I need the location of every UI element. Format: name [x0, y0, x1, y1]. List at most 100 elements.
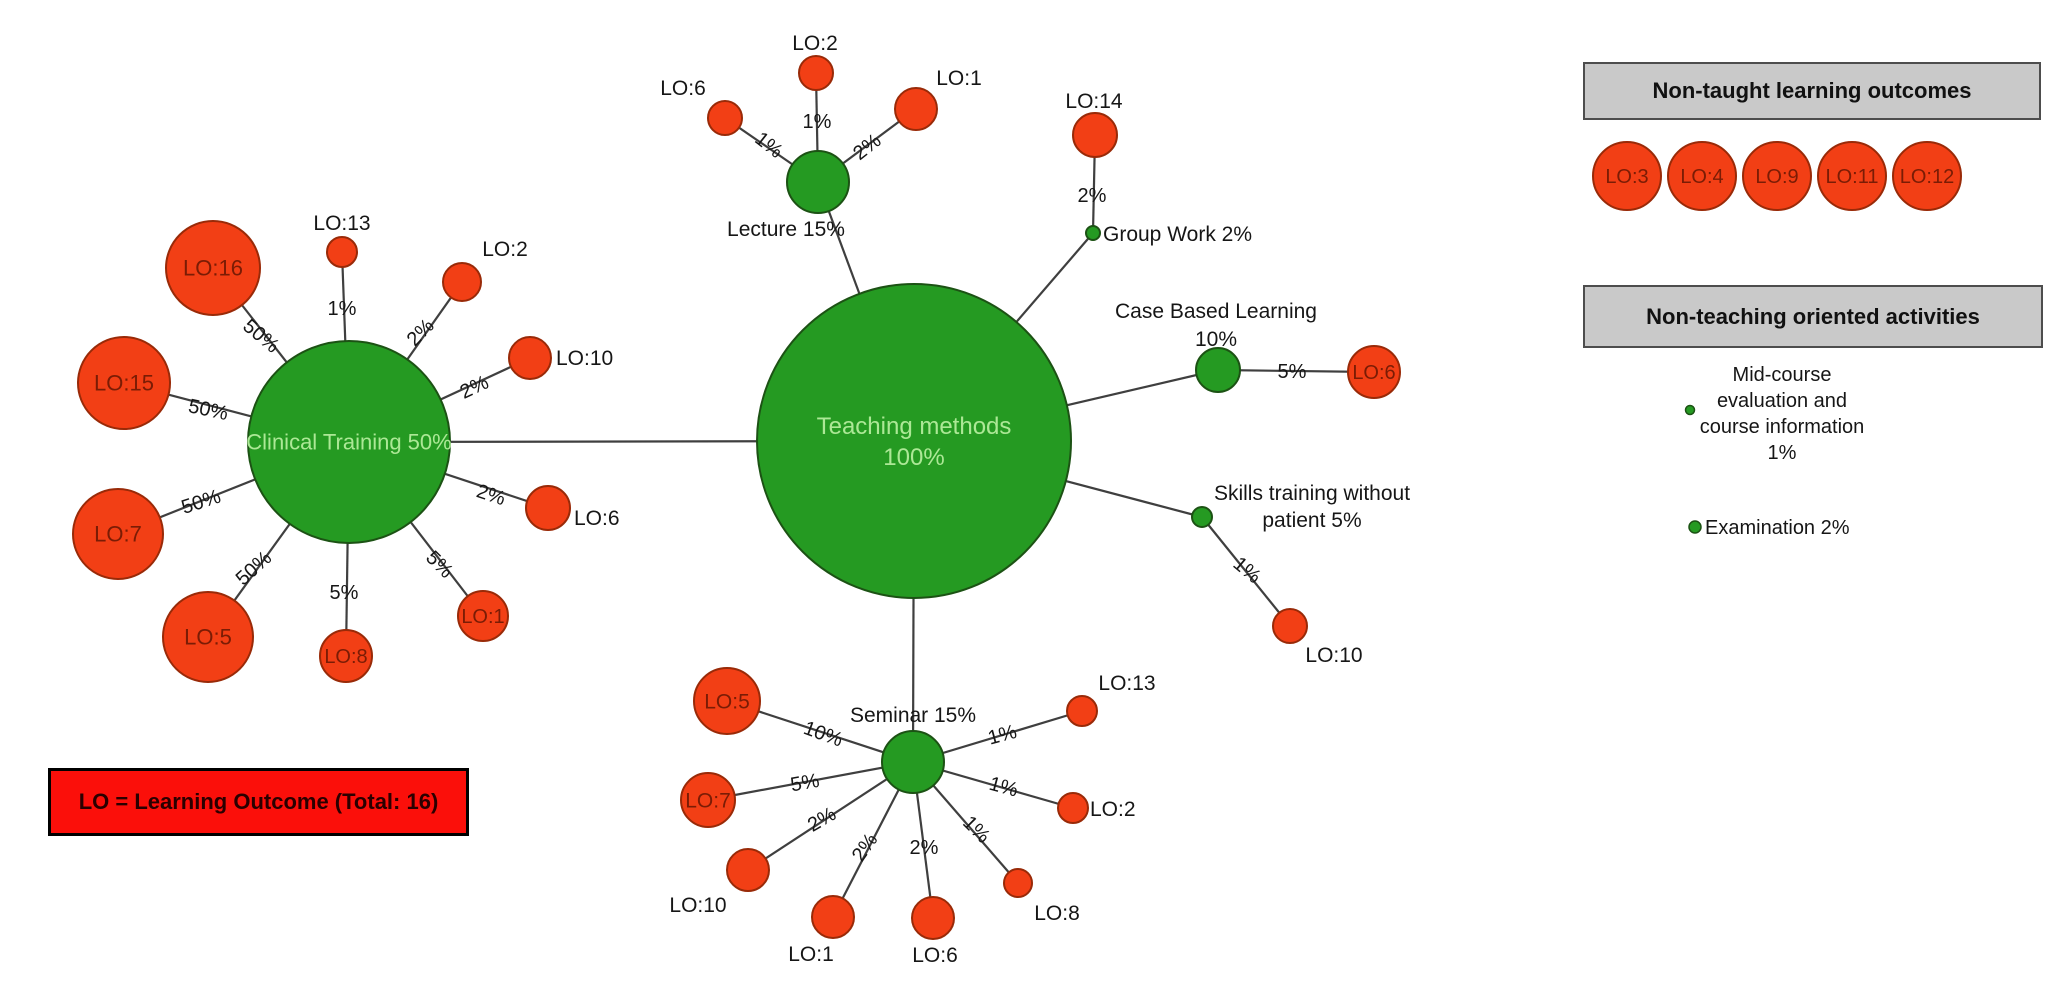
node-c10-circle [508, 336, 552, 380]
node-l2-label: LO:2 [792, 32, 838, 55]
edge-label-clinical-c7: 50% [179, 486, 224, 519]
node-seminar-circle [881, 730, 945, 794]
node-s7-circle [680, 772, 736, 828]
node-lo14-label: LO:14 [1065, 90, 1123, 113]
edge-label-clinical-c15: 50% [186, 395, 230, 425]
node-s1-label: LO:1 [788, 943, 834, 966]
legend-outcome-label-LO-4: LO:4 [1680, 166, 1723, 188]
node-c2-circle [442, 262, 482, 302]
node-c5-circle [162, 591, 254, 683]
node-s13-label: LO:13 [1098, 672, 1155, 695]
node-s1-circle [811, 895, 855, 939]
node-skills-label-1: patient 5% [1262, 509, 1361, 532]
node-c7-circle [72, 488, 164, 580]
legend-outcome-circle-LO-12 [1892, 141, 1962, 211]
legend-non-taught-header: Non-taught learning outcomes [1583, 62, 2041, 120]
node-c1-circle [457, 590, 509, 642]
node-sk10-circle [1272, 608, 1308, 644]
node-s8-label: LO:8 [1034, 902, 1080, 925]
node-s8-circle [1003, 868, 1033, 898]
legend-non-teaching-header: Non-teaching oriented activities [1583, 285, 2043, 348]
edge-label-seminar-s10: 2% [804, 803, 840, 837]
edge-label-clinical-c8: 5% [330, 582, 359, 604]
node-c2-label: LO:2 [482, 238, 528, 261]
node-skills-circle [1191, 506, 1213, 528]
midcourse-evaluation-label: Mid-course evaluation and course informa… [1699, 364, 1865, 464]
node-cbl-label-0: Case Based Learning [1115, 300, 1317, 323]
node-c13-label: LO:13 [313, 212, 370, 235]
legend-non-teaching-title: Non-teaching oriented activities [1646, 303, 1980, 329]
node-teaching-circle [756, 283, 1072, 599]
node-lo14-circle [1072, 112, 1118, 158]
legend-outcome-circle-LO-3 [1592, 141, 1662, 211]
legend-outcome-label-LO-9: LO:9 [1755, 166, 1798, 188]
node-c8-label-0: LO:8 [324, 646, 367, 668]
node-c7-label-0: LO:7 [94, 522, 142, 547]
node-s13-circle [1066, 695, 1098, 727]
legend-outcome-label-LO-11: LO:11 [1826, 166, 1879, 188]
legend-outcome-label-LO-12: LO:12 [1900, 166, 1954, 188]
node-c6-circle [525, 485, 571, 531]
edge-seminar-s7 [707, 760, 914, 802]
learning-outcome-note-text: LO = Learning Outcome (Total: 16) [78, 789, 439, 814]
node-cbl-label-1: 10% [1195, 328, 1237, 351]
node-c15-label-0: LO:15 [94, 371, 154, 396]
legend-non-taught-title: Non-taught learning outcomes [1652, 78, 1972, 103]
node-c8-circle [319, 629, 373, 683]
node-s5-circle [693, 667, 761, 735]
node-cb6-circle [1347, 345, 1401, 399]
node-s2-label: LO:2 [1090, 798, 1136, 821]
node-c6-label: LO:6 [574, 507, 620, 530]
node-lecture-circle [786, 150, 850, 214]
midcourse-dot [1684, 404, 1696, 416]
edge-label-clinical-c2: 2% [403, 315, 439, 351]
node-c16-label-0: LO:16 [183, 256, 243, 281]
node-cb6-label-0: LO:6 [1352, 362, 1395, 384]
edge-label-seminar-s13: 1% [986, 721, 1020, 750]
edge-label-seminar-s7: 5% [789, 770, 822, 797]
legend-outcome-label-LO-3: LO:3 [1605, 166, 1648, 188]
node-skills-label-0: Skills training without [1214, 482, 1410, 505]
node-gw-circle [1085, 225, 1101, 241]
node-l6-label: LO:6 [660, 77, 706, 100]
node-sk10-label: LO:10 [1305, 644, 1362, 667]
node-cbl-circle [1195, 347, 1241, 393]
node-gw-label: Group Work 2% [1103, 223, 1252, 246]
edge-label-clinical-c6: 2% [474, 480, 508, 510]
edge-label-clinical-c16: 50% [238, 315, 283, 358]
legend-outcome-circle-LO-4 [1667, 141, 1737, 211]
node-s7-label-0: LO:7 [685, 789, 731, 812]
node-s5-label-0: LO:5 [704, 690, 750, 713]
node-c13-circle [326, 236, 358, 268]
legend-outcome-circle-LO-11 [1817, 141, 1887, 211]
node-s6-label: LO:6 [912, 944, 958, 967]
node-l1-circle [894, 87, 938, 131]
edge-skills-sk10 [1201, 516, 1291, 627]
node-s6-circle [911, 896, 955, 940]
learning-outcome-note: LO = Learning Outcome (Total: 16) [48, 768, 469, 836]
node-l6-circle [707, 100, 743, 136]
edge-label-seminar-s5: 10% [800, 717, 845, 751]
node-l2-circle [798, 55, 834, 91]
examination-label: Examination 2% [1705, 517, 1850, 539]
edge-label-clinical-c10: 2% [457, 371, 493, 403]
node-c10-label: LO:10 [556, 347, 613, 370]
node-teaching-label-1: 100% [883, 444, 944, 471]
edge-label-seminar-s6: 2% [910, 837, 939, 859]
node-s10-circle [726, 848, 770, 892]
edge-label-seminar-s8: 1% [958, 812, 994, 848]
node-l1-label: LO:1 [936, 67, 982, 90]
edge-label-cbl-cb6: 5% [1278, 361, 1307, 383]
edge-label-lecture-l2: 1% [803, 111, 832, 133]
edge-label-seminar-s1: 2% [848, 829, 883, 865]
node-s10-label: LO:10 [669, 894, 726, 917]
node-seminar-label: Seminar 15% [850, 704, 976, 727]
legend-outcome-circle-LO-9 [1742, 141, 1812, 211]
node-lecture-label: Lecture 15% [727, 218, 845, 241]
edge-label-clinical-c13: 1% [328, 298, 357, 320]
node-c1-label-0: LO:1 [461, 606, 504, 628]
edge-label-gw-lo14: 2% [1078, 185, 1107, 207]
examination-dot [1688, 520, 1702, 534]
node-c5-label-0: LO:5 [184, 625, 232, 650]
